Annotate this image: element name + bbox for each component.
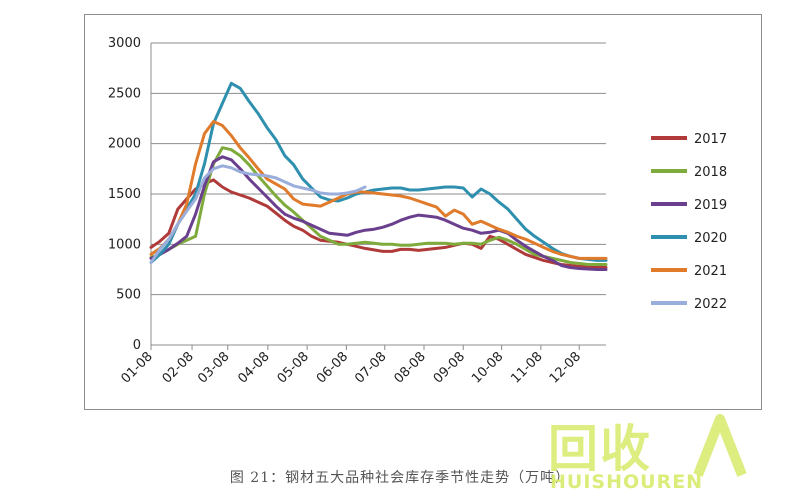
y-tick-label: 500	[116, 288, 141, 303]
legend-label-2022: 2022	[694, 297, 727, 312]
watermark-logo-text: 回收	[548, 420, 652, 478]
legend-label-2018: 2018	[694, 165, 727, 180]
legend: 2017 2018 2019 2020 2021 2022	[651, 132, 727, 312]
series-lines	[149, 81, 608, 271]
x-tick-label: 08-08	[392, 349, 429, 386]
legend-label-2017: 2017	[694, 132, 727, 147]
legend-label-2021: 2021	[694, 264, 727, 279]
x-tick-label: 02-08	[160, 349, 197, 386]
x-tick-label: 05-08	[275, 349, 312, 386]
legend-label-2019: 2019	[694, 198, 727, 213]
watermark-logo: 回收 HUISHOUREN	[540, 405, 750, 497]
x-tick-label: 04-08	[235, 349, 272, 386]
x-tick-label: 06-08	[314, 349, 351, 386]
series-line-2022	[149, 164, 367, 264]
watermark-figure-icon	[693, 414, 747, 477]
y-tick-label: 2500	[108, 86, 141, 101]
x-tick-label: 07-08	[352, 349, 389, 386]
figure-caption: 图 21：钢材五大品种社会库存季节性走势（万吨）	[229, 470, 571, 486]
x-tick-label: 12-08	[547, 349, 584, 386]
series-line-2019	[149, 155, 608, 271]
x-tick-label: 11-08	[508, 349, 545, 386]
series-line-2020	[149, 81, 608, 264]
x-tick-label: 10-08	[469, 349, 506, 386]
chart-frame: 0 500 1000 1500 2000 2500 3000 01-08 02-08 03-08 0…	[84, 14, 762, 410]
y-tick-label: 1500	[108, 187, 141, 202]
series-line-2018	[149, 146, 608, 266]
series-line-2021	[149, 120, 608, 260]
watermark-subtext: HUISHOUREN	[550, 471, 704, 493]
y-tick-label: 3000	[108, 36, 141, 51]
y-tick-label: 2000	[108, 137, 141, 152]
legend-label-2020: 2020	[694, 231, 727, 246]
y-tick-label: 0	[133, 338, 141, 353]
x-tick-label: 01-08	[119, 349, 156, 386]
series-line-2017	[149, 178, 608, 269]
x-tick-label: 03-08	[195, 349, 232, 386]
x-tick-label: 09-08	[431, 349, 468, 386]
y-tick-label: 1000	[108, 237, 141, 252]
